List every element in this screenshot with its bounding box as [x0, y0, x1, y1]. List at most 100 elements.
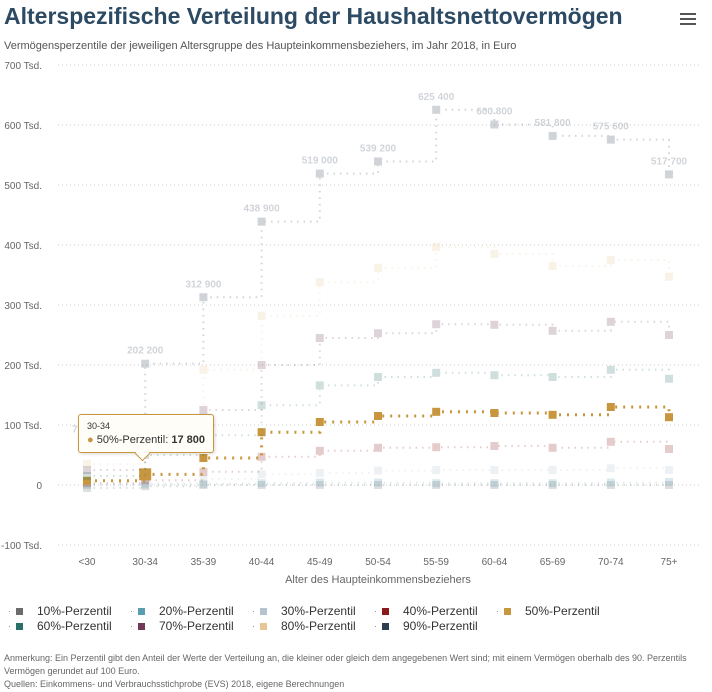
data-point[interactable]	[490, 466, 499, 474]
data-point[interactable]	[665, 272, 673, 281]
data-point[interactable]	[315, 469, 324, 477]
data-point[interactable]	[199, 479, 208, 488]
data-point[interactable]	[374, 157, 382, 166]
data-point[interactable]	[315, 334, 324, 342]
data-point[interactable]	[374, 412, 382, 420]
data-point[interactable]	[199, 365, 208, 374]
data-point[interactable]	[141, 478, 150, 487]
legend-item[interactable]: · 40%-Perzentil	[374, 604, 496, 619]
data-point[interactable]	[490, 442, 499, 450]
data-point[interactable]	[665, 481, 673, 489]
legend-item[interactable]: · 90%-Perzentil	[374, 619, 496, 634]
data-point[interactable]	[83, 472, 91, 480]
legend-item[interactable]: · 50%-Perzentil	[496, 604, 618, 619]
data-point[interactable]	[257, 479, 266, 488]
data-point[interactable]	[374, 478, 382, 487]
data-point[interactable]	[432, 105, 441, 114]
data-point[interactable]	[83, 484, 91, 492]
data-point[interactable]	[432, 479, 441, 488]
data-point[interactable]	[665, 478, 673, 486]
data-point[interactable]	[257, 428, 266, 437]
data-point[interactable]	[490, 320, 499, 329]
data-point[interactable]	[257, 217, 266, 226]
legend-item[interactable]: · 80%-Perzentil	[252, 619, 374, 634]
data-point[interactable]	[432, 242, 441, 251]
data-point[interactable]	[315, 478, 324, 487]
legend-item[interactable]: · 70%-Perzentil	[130, 619, 252, 634]
legend-item[interactable]: · 30%-Perzentil	[252, 604, 374, 619]
data-point[interactable]	[606, 403, 615, 411]
data-point[interactable]	[606, 256, 615, 264]
data-point[interactable]	[374, 263, 382, 272]
data-point[interactable]	[315, 481, 324, 489]
data-point[interactable]	[199, 293, 208, 302]
data-point[interactable]	[548, 326, 557, 335]
data-point[interactable]	[141, 482, 150, 491]
data-point[interactable]	[606, 135, 615, 144]
data-point[interactable]	[606, 464, 615, 473]
data-point[interactable]	[199, 406, 208, 414]
data-point[interactable]	[141, 359, 150, 368]
data-point[interactable]	[139, 468, 152, 481]
legend-item[interactable]: · 60%-Perzentil	[8, 619, 130, 634]
data-point[interactable]	[315, 418, 324, 426]
data-point[interactable]	[257, 452, 266, 461]
data-point[interactable]	[665, 170, 673, 179]
data-point[interactable]	[548, 481, 557, 489]
hamburger-menu-icon[interactable]	[680, 10, 696, 28]
data-point[interactable]	[432, 368, 441, 377]
data-point[interactable]	[432, 481, 441, 489]
data-point[interactable]	[606, 478, 615, 487]
data-point[interactable]	[665, 413, 673, 422]
data-point[interactable]	[606, 365, 615, 374]
data-point[interactable]	[606, 437, 615, 446]
data-point[interactable]	[374, 329, 382, 338]
data-point[interactable]	[490, 120, 499, 129]
legend-item[interactable]: · 10%-Perzentil	[8, 604, 130, 619]
data-point[interactable]	[548, 373, 557, 381]
data-point[interactable]	[548, 131, 557, 140]
data-point[interactable]	[374, 443, 382, 452]
data-point[interactable]	[199, 475, 208, 483]
data-point[interactable]	[257, 361, 266, 369]
data-point[interactable]	[548, 443, 557, 452]
data-point[interactable]	[606, 481, 615, 489]
data-point[interactable]	[490, 371, 499, 380]
data-point[interactable]	[432, 407, 441, 416]
data-point[interactable]	[257, 311, 266, 320]
data-point[interactable]	[490, 481, 499, 489]
data-point[interactable]	[374, 373, 382, 381]
data-point[interactable]	[83, 476, 91, 485]
data-point[interactable]	[374, 481, 382, 489]
data-point[interactable]	[83, 481, 91, 489]
data-point[interactable]	[432, 443, 441, 452]
data-point[interactable]	[315, 169, 324, 178]
data-point[interactable]	[490, 409, 499, 417]
data-point[interactable]	[257, 401, 266, 410]
data-point[interactable]	[490, 250, 499, 258]
data-point[interactable]	[315, 446, 324, 455]
data-point[interactable]	[374, 466, 382, 475]
data-point[interactable]	[315, 381, 324, 390]
data-point[interactable]	[432, 320, 441, 329]
series-50%-Perzentil[interactable]	[83, 403, 673, 485]
data-point[interactable]	[83, 460, 91, 468]
data-point[interactable]	[606, 317, 615, 326]
legend-item[interactable]: · 20%-Perzentil	[130, 604, 252, 619]
series-20%-Perzentil[interactable]	[83, 478, 673, 489]
data-point[interactable]	[665, 331, 673, 339]
data-point[interactable]	[83, 466, 91, 474]
data-point[interactable]	[548, 479, 557, 488]
data-point[interactable]	[199, 481, 208, 489]
data-point[interactable]	[257, 481, 266, 489]
data-point[interactable]	[141, 480, 150, 489]
data-point[interactable]	[665, 445, 673, 453]
data-point[interactable]	[548, 466, 557, 474]
series-10%-Perzentil[interactable]	[83, 481, 673, 492]
data-point[interactable]	[315, 278, 324, 287]
data-point[interactable]	[490, 479, 499, 488]
data-point[interactable]	[548, 262, 557, 270]
data-point[interactable]	[548, 410, 557, 419]
data-point[interactable]	[199, 454, 208, 462]
